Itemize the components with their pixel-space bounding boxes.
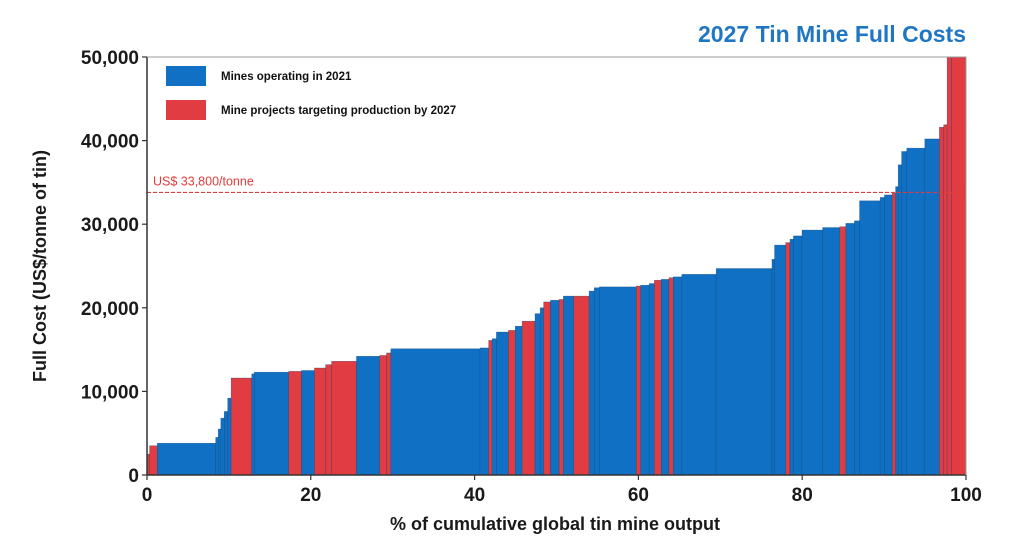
bar-operating-2 <box>157 442 216 476</box>
bar-operating-49 <box>789 239 794 476</box>
bar-project-65 <box>939 126 944 476</box>
x-axis-title: % of cumulative global tin mine output <box>390 514 720 534</box>
bar-operating-57 <box>879 197 885 476</box>
bar-project-18 <box>386 352 392 476</box>
y-tick-label: 40,000 <box>81 132 139 153</box>
x-tick-label: 0 <box>142 485 153 506</box>
bar-operating-58 <box>884 194 893 476</box>
bar-operating-51 <box>801 229 823 476</box>
bar-operating-12 <box>301 370 315 476</box>
bar-operating-50 <box>793 235 803 476</box>
bar-project-48 <box>785 242 791 476</box>
bar-operating-32 <box>563 295 574 476</box>
bar-operating-63 <box>906 147 926 476</box>
bar-operating-36 <box>599 286 637 476</box>
bar-operating-9 <box>251 373 255 476</box>
bar-operating-61 <box>897 164 902 476</box>
bar-operating-39 <box>648 283 655 476</box>
bar-operating-64 <box>924 138 940 476</box>
x-tick-label: 80 <box>792 485 813 506</box>
x-tick-label: 60 <box>628 485 649 506</box>
y-tick-label: 20,000 <box>81 299 139 320</box>
bar-operating-55 <box>854 220 860 476</box>
bar-project-1 <box>149 445 158 476</box>
y-axis-title: Full Cost (US$/tonne of tin) <box>30 150 50 382</box>
bar-operating-19 <box>390 348 481 476</box>
bar-operating-46 <box>771 259 775 476</box>
bars-group <box>146 56 967 476</box>
bar-project-42 <box>668 277 674 476</box>
bar-operating-38 <box>640 284 650 476</box>
bar-project-53 <box>839 226 847 476</box>
bar-operating-54 <box>845 223 855 476</box>
bar-project-29 <box>543 301 551 476</box>
x-tick-label: 40 <box>464 485 485 506</box>
bar-operating-25 <box>515 325 523 476</box>
bar-operating-52 <box>822 227 841 476</box>
legend-swatch-operating <box>166 66 206 86</box>
bar-operating-6 <box>224 411 228 476</box>
legend-swatch-project <box>166 100 206 120</box>
bar-operating-62 <box>901 151 908 476</box>
bar-project-67 <box>946 56 952 476</box>
bar-project-37 <box>636 285 641 476</box>
bar-project-15 <box>331 361 357 476</box>
bar-operating-60 <box>895 186 899 476</box>
bar-project-68 <box>951 56 967 476</box>
bar-project-13 <box>314 367 326 476</box>
x-tick-label: 100 <box>950 485 982 506</box>
bar-project-59 <box>891 193 896 476</box>
bar-operating-28 <box>539 307 544 476</box>
legend: Mines operating in 2021 Mine projects ta… <box>166 66 456 120</box>
bar-project-8 <box>230 377 252 476</box>
bar-operating-16 <box>356 356 380 476</box>
bar-operating-30 <box>550 300 560 476</box>
plot-frame <box>146 56 967 476</box>
bar-operating-10 <box>254 371 289 476</box>
legend-label-operating: Mines operating in 2021 <box>221 71 352 83</box>
x-tick-label: 20 <box>300 485 321 506</box>
bar-project-11 <box>288 371 302 476</box>
y-tick-label: 50,000 <box>81 48 139 69</box>
y-tick-label: 30,000 <box>81 215 139 236</box>
chart-title: 2027 Tin Mine Full Costs <box>698 21 966 47</box>
bar-project-24 <box>508 330 516 476</box>
bar-project-21 <box>488 340 493 476</box>
bar-project-31 <box>558 299 564 476</box>
y-tick-label: 0 <box>128 466 139 487</box>
bar-operating-4 <box>218 428 222 476</box>
bar-project-33 <box>573 295 590 476</box>
bar-operating-56 <box>859 200 881 476</box>
bar-operating-27 <box>534 313 541 476</box>
bar-operating-7 <box>227 397 232 476</box>
bar-operating-47 <box>774 244 786 476</box>
bar-operating-20 <box>479 347 489 476</box>
bar-operating-34 <box>588 290 595 476</box>
x-axis-ticks: 0 20 40 60 80 100 <box>142 475 982 506</box>
bar-project-26 <box>521 320 536 476</box>
bar-operating-22 <box>491 338 497 476</box>
bar-operating-3 <box>215 437 219 476</box>
bar-operating-44 <box>681 274 717 476</box>
legend-label-project: Mine projects targeting production by 20… <box>221 105 456 117</box>
bar-operating-41 <box>660 279 670 476</box>
reference-label: US$ 33,800/tonne <box>153 174 254 188</box>
bar-project-66 <box>943 124 948 476</box>
bar-operating-23 <box>496 331 509 476</box>
bar-operating-35 <box>594 287 600 476</box>
y-axis-ticks: 0 10,000 20,000 30,000 40,000 50,000 <box>81 48 147 487</box>
bar-operating-43 <box>673 276 683 476</box>
bar-project-14 <box>325 364 332 476</box>
bar-project-40 <box>654 279 662 476</box>
y-tick-label: 10,000 <box>81 382 139 403</box>
bar-project-17 <box>379 355 387 476</box>
bar-operating-45 <box>715 268 773 476</box>
bar-operating-5 <box>220 417 225 476</box>
